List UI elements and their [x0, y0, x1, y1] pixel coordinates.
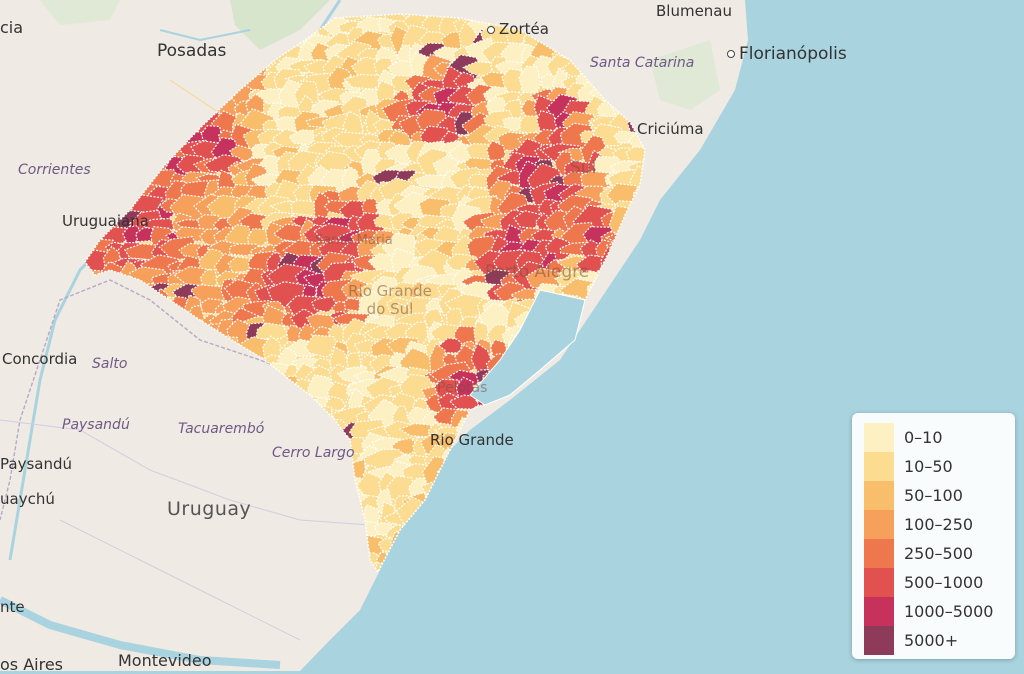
map-label-paysandu-region: Paysandú [62, 417, 130, 433]
legend-label: 100–250 [904, 515, 974, 534]
legend-swatch [864, 568, 894, 597]
legend-swatch [864, 510, 894, 539]
municipality-polygon[interactable] [324, 395, 347, 412]
green-area [230, 0, 330, 50]
map-label-buenos-aires: os Aires [0, 655, 64, 674]
legend-item: 10–50 [864, 452, 1015, 481]
legend-item: 0–10 [864, 423, 1015, 452]
river [159, 29, 251, 42]
map-label-montevideo: Montevideo [118, 651, 212, 670]
legend-swatch [864, 452, 894, 481]
city-dot-icon [487, 25, 495, 34]
municipality-polygon[interactable] [122, 225, 142, 247]
municipality-polygon[interactable] [228, 243, 264, 257]
legend-label: 10–50 [904, 457, 953, 476]
map-label-uruguay: Uruguay [167, 498, 252, 520]
municipality-polygon[interactable] [311, 296, 339, 313]
map-label-sul: Sul [570, 158, 597, 178]
map-label-concordia: Concordia [2, 350, 78, 368]
legend-label: 1000–5000 [904, 602, 994, 621]
map-label: nte [0, 598, 25, 616]
legend-label: 250–500 [904, 544, 974, 563]
legend-label: 5000+ [904, 631, 959, 650]
river [0, 596, 281, 669]
admin-border [0, 279, 351, 521]
legend-item: 250–500 [864, 539, 1015, 568]
municipality-polygon[interactable] [625, 146, 667, 165]
legend-swatch [864, 423, 894, 452]
municipality-polygon[interactable] [304, 334, 341, 358]
municipality-polygon[interactable] [398, 422, 437, 438]
legend-item: 1000–5000 [864, 597, 1015, 626]
map-label-uruguaiana: Uruguaiana [62, 212, 149, 230]
city-dot-icon [727, 50, 735, 58]
municipality-polygon[interactable] [385, 475, 416, 501]
municipality-polygon[interactable] [262, 335, 283, 361]
map-label: cia [0, 18, 24, 37]
admin-border [0, 419, 371, 526]
municipality-polygon[interactable] [439, 337, 467, 354]
map-label-posadas: Posadas [157, 41, 227, 61]
municipality-polygon[interactable] [255, 322, 289, 340]
map-label-salto: Salto [92, 356, 128, 372]
map-label-blumenau: Blumenau [656, 2, 733, 20]
legend-item: 5000+ [864, 626, 1015, 655]
map-label-santa-catarina: Santa Catarina [590, 55, 695, 71]
municipality-polygon[interactable] [628, 131, 652, 152]
map-label-rio-grande: Rio Grande [430, 431, 514, 449]
legend-swatch [864, 481, 894, 510]
map-label-criciuma: Criciúma [637, 120, 704, 138]
map-label-florianopolis: Florianópolis [727, 44, 847, 64]
legend-label: 0–10 [904, 428, 943, 447]
legend-item: 50–100 [864, 481, 1015, 510]
green-area [40, 0, 120, 25]
legend: 0–10 10–50 50–100 100–250 250–500 500–10… [852, 413, 1015, 659]
map-label-zortea: Zortéa [487, 20, 549, 38]
map-label-corrientes: Corrientes [18, 162, 91, 178]
map-label-porto-alegre: Porto Alegre [485, 262, 590, 282]
legend-item: 500–1000 [864, 568, 1015, 597]
municipality-polygon[interactable] [247, 228, 270, 247]
legend-swatch [864, 597, 894, 626]
map-label-cerro-largo: Cerro Largo [272, 445, 355, 461]
legend-item: 100–250 [864, 510, 1015, 539]
map-label-santa-maria: Santa Maria [315, 233, 393, 248]
municipality-polygon[interactable] [313, 191, 331, 219]
map-label-rio-grande-do-sul: Rio Grande do Sul [348, 282, 432, 318]
map-label-pelotas: Pelotas [437, 380, 488, 396]
map-label-tacuarembo: Tacuarembó [178, 421, 265, 437]
municipality-polygon[interactable] [429, 342, 447, 374]
legend-swatch [864, 539, 894, 568]
map-label-gualeguaychu: uaychú [0, 490, 55, 508]
legend-label: 500–1000 [904, 573, 984, 592]
admin-border [59, 519, 301, 641]
map-label-paysandu-city: Paysandú [0, 455, 72, 473]
green-area [650, 40, 720, 110]
legend-swatch [864, 626, 894, 655]
legend-label: 50–100 [904, 486, 963, 505]
municipality-polygon[interactable] [288, 129, 316, 146]
municipality-polygon[interactable] [346, 352, 363, 370]
